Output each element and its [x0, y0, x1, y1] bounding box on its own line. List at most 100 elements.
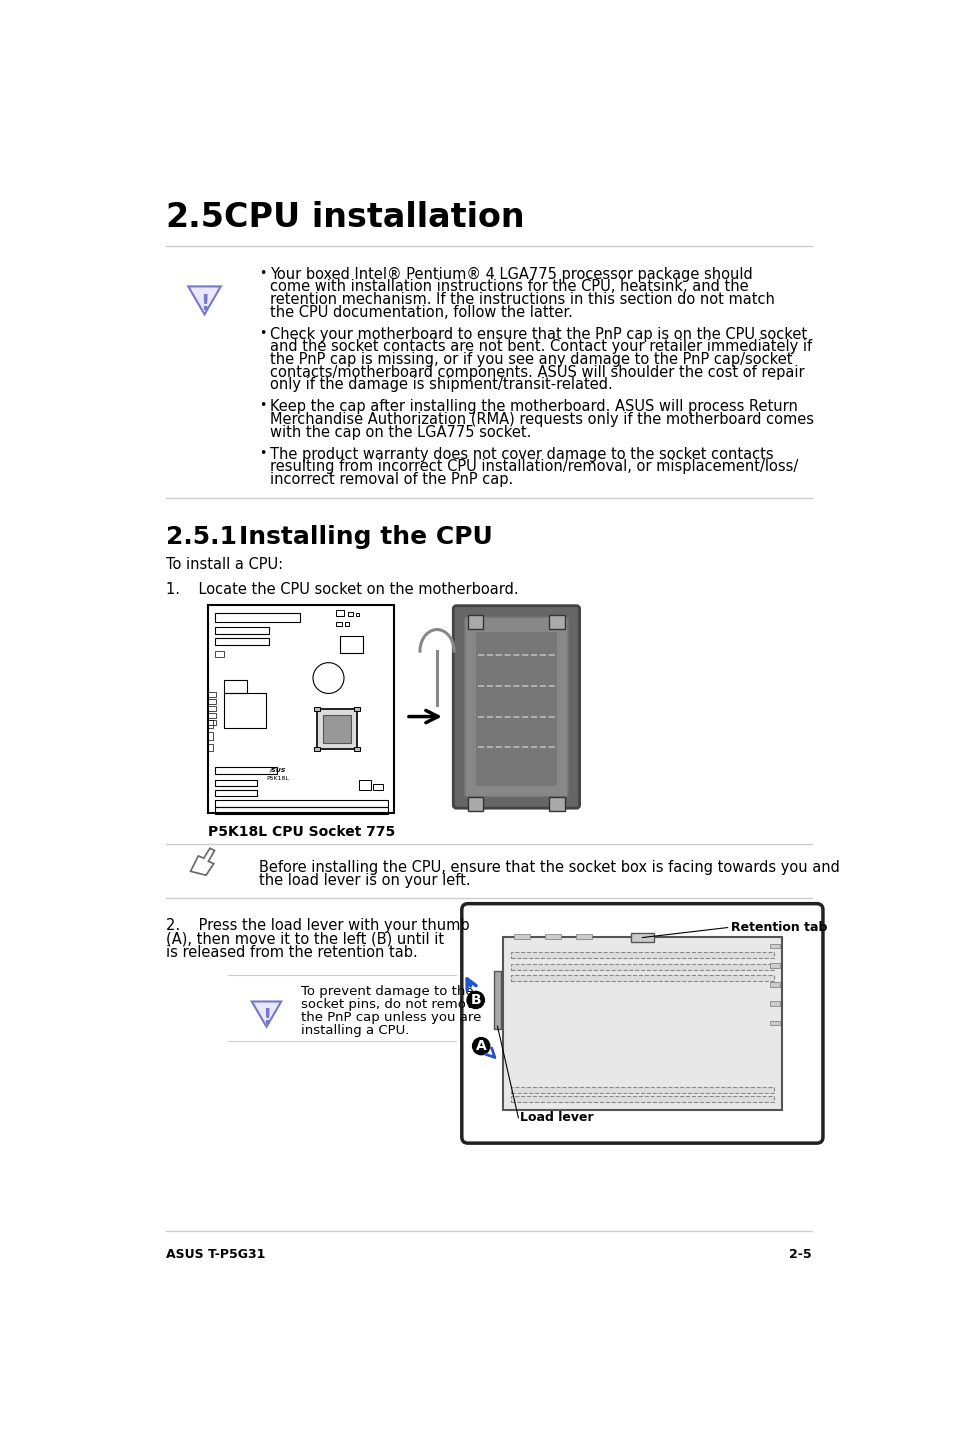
Text: /SUS: /SUS [270, 768, 286, 774]
Bar [214, 766, 276, 774]
Bar [510, 952, 773, 958]
Text: •: • [258, 266, 266, 279]
Bar [214, 779, 257, 785]
Text: 2.    Press the load lever with your thumb: 2. Press the load lever with your thumb [166, 917, 469, 932]
Bar [476, 631, 557, 785]
Text: To install a CPU:: To install a CPU: [166, 557, 283, 572]
Bar [208, 732, 213, 739]
Text: installing a CPU.: installing a CPU. [301, 1024, 410, 1037]
Bar [208, 713, 216, 718]
Bar [208, 699, 216, 705]
Bar [510, 975, 773, 982]
Bar [769, 982, 779, 986]
Bar [549, 798, 564, 811]
Bar [214, 800, 388, 807]
Bar [316, 709, 356, 749]
Text: 1.    Locate the CPU socket on the motherboard.: 1. Locate the CPU socket on the motherbo… [166, 582, 517, 597]
Bar [208, 720, 213, 728]
Bar [630, 933, 654, 942]
Text: the CPU documentation, follow the latter.: the CPU documentation, follow the latter… [270, 305, 573, 319]
Bar [214, 651, 224, 657]
Text: 2.5.1: 2.5.1 [166, 525, 236, 549]
Text: •: • [258, 447, 266, 460]
Text: P5K18L: P5K18L [267, 775, 290, 781]
Circle shape [466, 991, 484, 1009]
Text: Keep the cap after installing the motherboard. ASUS will process Return: Keep the cap after installing the mother… [270, 400, 798, 414]
Text: •: • [258, 326, 266, 339]
Text: incorrect removal of the PnP cap.: incorrect removal of the PnP cap. [270, 472, 513, 487]
Bar [224, 693, 266, 728]
Text: with the cap on the LGA775 socket.: with the cap on the LGA775 socket. [270, 424, 531, 440]
Bar [769, 1001, 779, 1007]
Text: !: ! [199, 295, 209, 315]
Polygon shape [188, 286, 220, 315]
Bar [214, 638, 269, 646]
FancyBboxPatch shape [461, 903, 822, 1143]
Text: The product warranty does not cover damage to the socket contacts: The product warranty does not cover dama… [270, 447, 773, 462]
Text: B: B [470, 992, 480, 1007]
Text: 2-5: 2-5 [789, 1248, 811, 1261]
Text: socket pins, do not remove: socket pins, do not remove [301, 998, 482, 1011]
Polygon shape [252, 1001, 281, 1027]
Bar [359, 781, 371, 789]
Bar [208, 743, 213, 751]
Text: only if the damage is shipment/transit-related.: only if the damage is shipment/transit-r… [270, 377, 613, 393]
Text: CPU installation: CPU installation [224, 201, 524, 234]
Bar [514, 935, 530, 939]
Bar [208, 719, 216, 725]
Text: Retention tab: Retention tab [731, 922, 827, 935]
Bar [510, 1096, 773, 1103]
Text: and the socket contacts are not bent. Contact your retailer immediately if: and the socket contacts are not bent. Co… [270, 339, 812, 354]
Text: retention mechanism. If the instructions in this section do not match: retention mechanism. If the instructions… [270, 292, 775, 306]
Bar [314, 706, 319, 712]
Text: resulting from incorrect CPU installation/removal, or misplacement/loss/: resulting from incorrect CPU installatio… [270, 459, 798, 475]
Bar [545, 935, 560, 939]
Text: To prevent damage to the: To prevent damage to the [301, 985, 474, 998]
Text: the PnP cap is missing, or if you see any damage to the PnP cap/socket: the PnP cap is missing, or if you see an… [270, 352, 792, 367]
Bar [208, 692, 216, 697]
Text: !: ! [261, 1008, 271, 1028]
Text: is released from the retention tab.: is released from the retention tab. [166, 945, 417, 961]
Text: •: • [258, 400, 266, 413]
Bar [769, 943, 779, 948]
Text: Check your motherboard to ensure that the PnP cap is on the CPU socket: Check your motherboard to ensure that th… [270, 326, 806, 342]
Bar [208, 605, 394, 812]
Bar [344, 621, 349, 627]
Text: the PnP cap unless you are: the PnP cap unless you are [301, 1011, 481, 1024]
Bar [348, 611, 353, 617]
Bar [510, 1087, 773, 1093]
Bar [214, 789, 257, 795]
Bar [335, 621, 342, 627]
Bar [354, 706, 360, 712]
Text: Load lever: Load lever [519, 1112, 593, 1125]
Bar [214, 613, 299, 621]
Text: Installing the CPU: Installing the CPU [239, 525, 493, 549]
Text: Your boxed Intel® Pentium® 4 LGA775 processor package should: Your boxed Intel® Pentium® 4 LGA775 proc… [270, 266, 752, 282]
Bar [323, 715, 351, 743]
Bar [493, 972, 500, 1030]
Text: Before installing the CPU, ensure that the socket box is facing towards you and: Before installing the CPU, ensure that t… [258, 860, 839, 874]
Bar [468, 798, 483, 811]
Bar [373, 784, 382, 789]
Text: come with installation instructions for the CPU, heatsink, and the: come with installation instructions for … [270, 279, 748, 295]
Bar [354, 746, 360, 751]
Bar [769, 1021, 779, 1025]
Bar [468, 615, 483, 628]
Circle shape [472, 1037, 490, 1055]
Bar [224, 680, 247, 693]
Bar [510, 963, 773, 969]
Text: 2.5: 2.5 [166, 201, 225, 234]
Bar [335, 610, 344, 617]
Text: ASUS T-P5G31: ASUS T-P5G31 [166, 1248, 265, 1261]
Bar [214, 807, 388, 814]
Bar [549, 615, 564, 628]
Text: A: A [476, 1040, 486, 1053]
Bar [214, 627, 269, 634]
Text: the load lever is on your left.: the load lever is on your left. [258, 873, 470, 887]
Text: Merchandise Authorization (RMA) requests only if the motherboard comes: Merchandise Authorization (RMA) requests… [270, 413, 814, 427]
Text: (A), then move it to the left (B) until it: (A), then move it to the left (B) until … [166, 932, 443, 946]
Bar [314, 746, 319, 751]
Bar [340, 636, 363, 653]
Bar [208, 706, 216, 712]
FancyBboxPatch shape [453, 605, 579, 808]
